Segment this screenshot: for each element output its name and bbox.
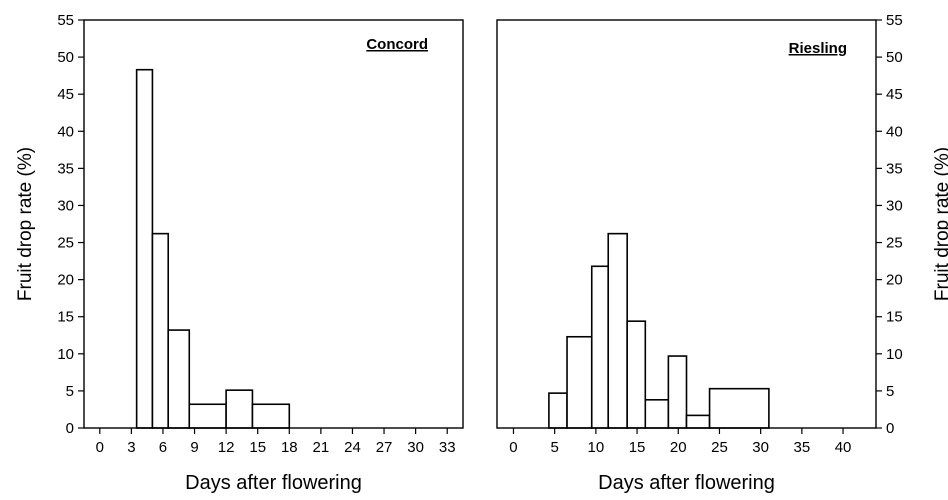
bar-6: [667, 355, 688, 429]
bar-1: [566, 335, 593, 429]
y-tick-label: 40: [57, 123, 74, 140]
y-tick-label: 30: [886, 197, 903, 214]
y-tick-label: 55: [57, 12, 74, 29]
y-tick-label: 15: [57, 309, 74, 326]
y-tick-label: 45: [57, 86, 74, 103]
bar-3: [188, 403, 227, 429]
y-tick-label: 50: [886, 49, 903, 66]
bar-1: [151, 232, 170, 429]
y-tick-label: 20: [57, 272, 74, 289]
x-tick-label: 9: [190, 439, 198, 456]
y-tick-label: 20: [886, 272, 903, 289]
x-tick-label: 30: [752, 439, 769, 456]
y-tick-label: 0: [66, 420, 74, 437]
y-tick-label: 15: [886, 309, 903, 326]
x-tick-label: 21: [313, 439, 330, 456]
y-tick-label: 40: [886, 123, 903, 140]
concord-panel: 0 3 6 9 12 15 18 21 24 27 30 33 0 5 10 15 20 25 30 35 40 45 50…: [15, 12, 464, 494]
x-tick-label: 0: [509, 439, 517, 456]
y-axis-label: Fruit drop rate (%): [15, 147, 36, 301]
y-tick-label: 5: [886, 383, 894, 400]
x-tick-label: 24: [344, 439, 361, 456]
x-tick-label: 0: [96, 439, 104, 456]
bar-0: [135, 68, 154, 429]
panel-title: Concord: [366, 36, 428, 53]
y-axis-label: Fruit drop rate (%): [932, 147, 948, 301]
y-tick-label: 25: [57, 235, 74, 252]
bar-8: [708, 387, 770, 429]
y-tick-label: 50: [57, 49, 74, 66]
x-tick-label: 27: [376, 439, 393, 456]
x-tick-label: 15: [249, 439, 266, 456]
y-tick-label: 55: [886, 12, 903, 29]
x-tick-label: 18: [281, 439, 298, 456]
y-tick-label: 10: [57, 346, 74, 363]
y-tick-label: 35: [57, 160, 74, 177]
bar-4: [225, 389, 254, 429]
y-tick-label: 25: [886, 235, 903, 252]
x-axis-label: Days after flowering: [185, 472, 362, 494]
bar-5: [251, 403, 291, 429]
x-tick-label: 5: [551, 439, 559, 456]
panel-title: Riesling: [789, 40, 847, 57]
x-tick-label: 3: [127, 439, 135, 456]
bar-2: [590, 265, 610, 429]
plot-frame: [496, 19, 877, 429]
x-tick-label: 20: [670, 439, 687, 456]
x-tick-label: 40: [835, 439, 852, 456]
x-tick-label: 6: [159, 439, 167, 456]
bar-4: [626, 320, 647, 429]
x-axis-label: Days after flowering: [598, 472, 775, 494]
bar-3: [607, 232, 628, 429]
y-tick-label: 30: [57, 197, 74, 214]
bar-5: [644, 399, 670, 429]
y-tick-label: 45: [886, 86, 903, 103]
bar-2: [167, 329, 191, 429]
plot-frame: [83, 19, 464, 429]
bar-0: [548, 392, 568, 429]
x-tick-label: 35: [794, 439, 811, 456]
y-tick-label: 5: [66, 383, 74, 400]
x-tick-label: 12: [218, 439, 235, 456]
x-tick-label: 10: [588, 439, 605, 456]
x-tick-label: 15: [629, 439, 646, 456]
y-tick-label: 35: [886, 160, 903, 177]
x-tick-label: 33: [439, 439, 456, 456]
x-tick-label: 30: [407, 439, 424, 456]
riesling-panel: 0 5 10 15 20 25 30 35 40 0 5 10 15 20 25 30 35 40 45 50 55 Ri…: [496, 12, 948, 494]
y-tick-label: 0: [886, 420, 894, 437]
bar-7: [685, 414, 711, 429]
y-tick-label: 10: [886, 346, 903, 363]
x-tick-label: 25: [711, 439, 728, 456]
